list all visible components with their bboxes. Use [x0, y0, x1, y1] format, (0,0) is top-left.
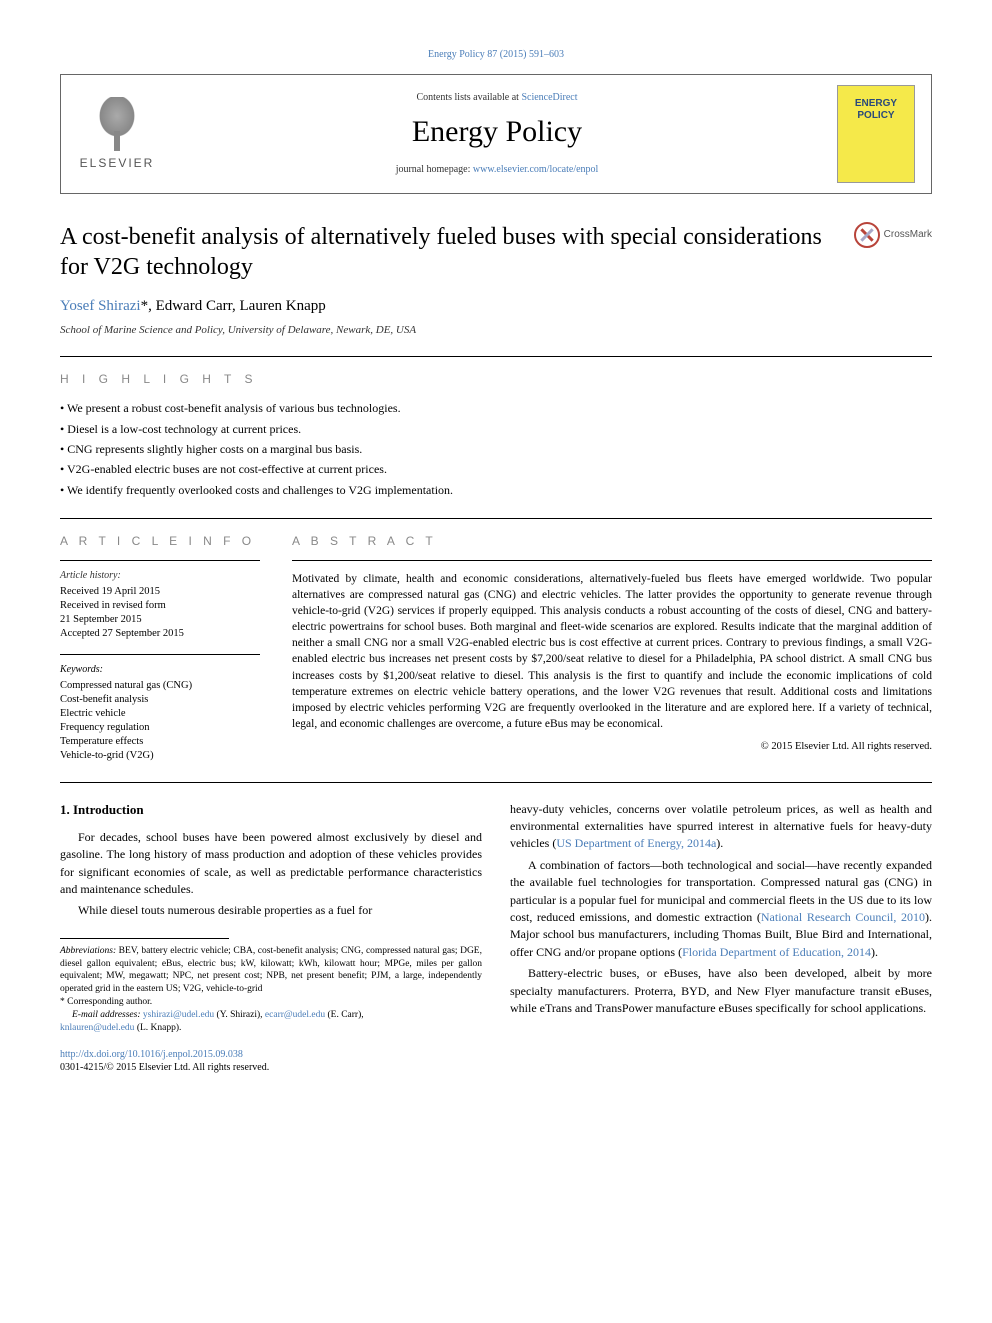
abbrev-text: BEV, battery electric vehicle; CBA, cost… [60, 946, 482, 994]
history-heading: Article history: [60, 569, 260, 583]
p4-end: ). [871, 945, 878, 959]
divider [60, 518, 932, 519]
journal-cover-thumbnail: ENERGY POLICY [837, 85, 915, 183]
homepage-link[interactable]: www.elsevier.com/locate/enpol [473, 164, 598, 175]
divider [292, 560, 932, 561]
contents-prefix: Contents lists available at [416, 92, 521, 103]
body-paragraph: While diesel touts numerous desirable pr… [60, 902, 482, 919]
section-heading-intro: 1. Introduction [60, 801, 482, 819]
cover-line-2: POLICY [857, 110, 894, 122]
email-label: E-mail addresses: [72, 1010, 141, 1020]
elsevier-name: ELSEVIER [77, 155, 157, 172]
body-paragraph: Battery-electric buses, or eBuses, have … [510, 965, 932, 1017]
keywords-list: Compressed natural gas (CNG) Cost-benefi… [60, 679, 260, 764]
divider [60, 654, 260, 655]
contents-available: Contents lists available at ScienceDirec… [157, 91, 837, 105]
citation-link[interactable]: US Department of Energy, 2014a [556, 836, 716, 850]
journal-citation: Energy Policy 87 (2015) 591–603 [60, 48, 932, 62]
p3-end: ). [716, 836, 723, 850]
email-who: (Y. Shirazi), [214, 1010, 265, 1020]
crossmark-label: CrossMark [884, 228, 932, 242]
crossmark-icon [854, 222, 880, 248]
divider [60, 356, 932, 357]
doi-block: http://dx.doi.org/10.1016/j.enpol.2015.0… [60, 1048, 482, 1074]
body-paragraph: A combination of factors—both technologi… [510, 857, 932, 961]
divider [60, 782, 932, 783]
divider [60, 560, 260, 561]
elsevier-logo: ELSEVIER [77, 97, 157, 172]
cover-line-1: ENERGY [855, 98, 897, 110]
journal-citation-link[interactable]: Energy Policy 87 (2015) 591–603 [428, 49, 564, 60]
author-3: Lauren Knapp [240, 298, 326, 314]
article-history: Received 19 April 2015 Received in revis… [60, 585, 260, 642]
citation-link[interactable]: National Research Council, 2010 [761, 910, 925, 924]
sep: , [148, 298, 156, 314]
email-link[interactable]: yshirazi@udel.edu [143, 1010, 214, 1020]
abstract-label: A B S T R A C T [292, 533, 932, 550]
body-paragraph: heavy-duty vehicles, concerns over volat… [510, 801, 932, 853]
footnote-rule [60, 938, 229, 939]
journal-homepage: journal homepage: www.elsevier.com/locat… [157, 163, 837, 177]
highlight-item: We present a robust cost-benefit analysi… [60, 398, 932, 418]
journal-header: ELSEVIER Contents lists available at Sci… [60, 74, 932, 194]
keywords-heading: Keywords: [60, 663, 260, 677]
abstract-copyright: © 2015 Elsevier Ltd. All rights reserved… [292, 740, 932, 755]
doi-link[interactable]: http://dx.doi.org/10.1016/j.enpol.2015.0… [60, 1049, 243, 1060]
sciencedirect-link[interactable]: ScienceDirect [521, 92, 577, 103]
body-paragraph: For decades, school buses have been powe… [60, 829, 482, 899]
email-who: (E. Carr), [325, 1010, 364, 1020]
abbreviations-footnote: Abbreviations: BEV, battery electric veh… [60, 945, 482, 996]
corresponding-marker: * [141, 298, 149, 314]
highlight-item: CNG represents slightly higher costs on … [60, 439, 932, 459]
email-footnote: E-mail addresses: yshirazi@udel.edu (Y. … [60, 1009, 482, 1035]
corr-text: Corresponding author. [65, 997, 152, 1007]
highlights-list: We present a robust cost-benefit analysi… [60, 398, 932, 500]
author-2: Edward Carr [156, 298, 232, 314]
citation-link[interactable]: Florida Department of Education, 2014 [682, 945, 871, 959]
corresponding-author-footnote: * Corresponding author. [60, 996, 482, 1009]
highlights-label: H I G H L I G H T S [60, 371, 932, 388]
homepage-prefix: journal homepage: [396, 164, 473, 175]
authors: Yosef Shirazi*, Edward Carr, Lauren Knap… [60, 296, 932, 317]
highlight-item: We identify frequently overlooked costs … [60, 480, 932, 500]
elsevier-tree-icon [87, 97, 147, 151]
journal-name: Energy Policy [157, 111, 837, 153]
crossmark-badge[interactable]: CrossMark [854, 222, 932, 248]
affiliation: School of Marine Science and Policy, Uni… [60, 323, 932, 338]
author-link-1[interactable]: Yosef Shirazi [60, 298, 141, 314]
highlight-item: Diesel is a low-cost technology at curre… [60, 419, 932, 439]
article-title: A cost-benefit analysis of alternatively… [60, 222, 854, 282]
abstract-text: Motivated by climate, health and economi… [292, 571, 932, 732]
article-info-label: A R T I C L E I N F O [60, 533, 260, 550]
email-link[interactable]: ecarr@udel.edu [265, 1010, 325, 1020]
email-who: (L. Knapp). [134, 1023, 181, 1033]
highlight-item: V2G-enabled electric buses are not cost-… [60, 459, 932, 479]
email-link[interactable]: knlauren@udel.edu [60, 1023, 134, 1033]
sep: , [232, 298, 240, 314]
abbrev-label: Abbreviations: [60, 946, 116, 956]
issn-copyright: 0301-4215/© 2015 Elsevier Ltd. All right… [60, 1062, 269, 1073]
